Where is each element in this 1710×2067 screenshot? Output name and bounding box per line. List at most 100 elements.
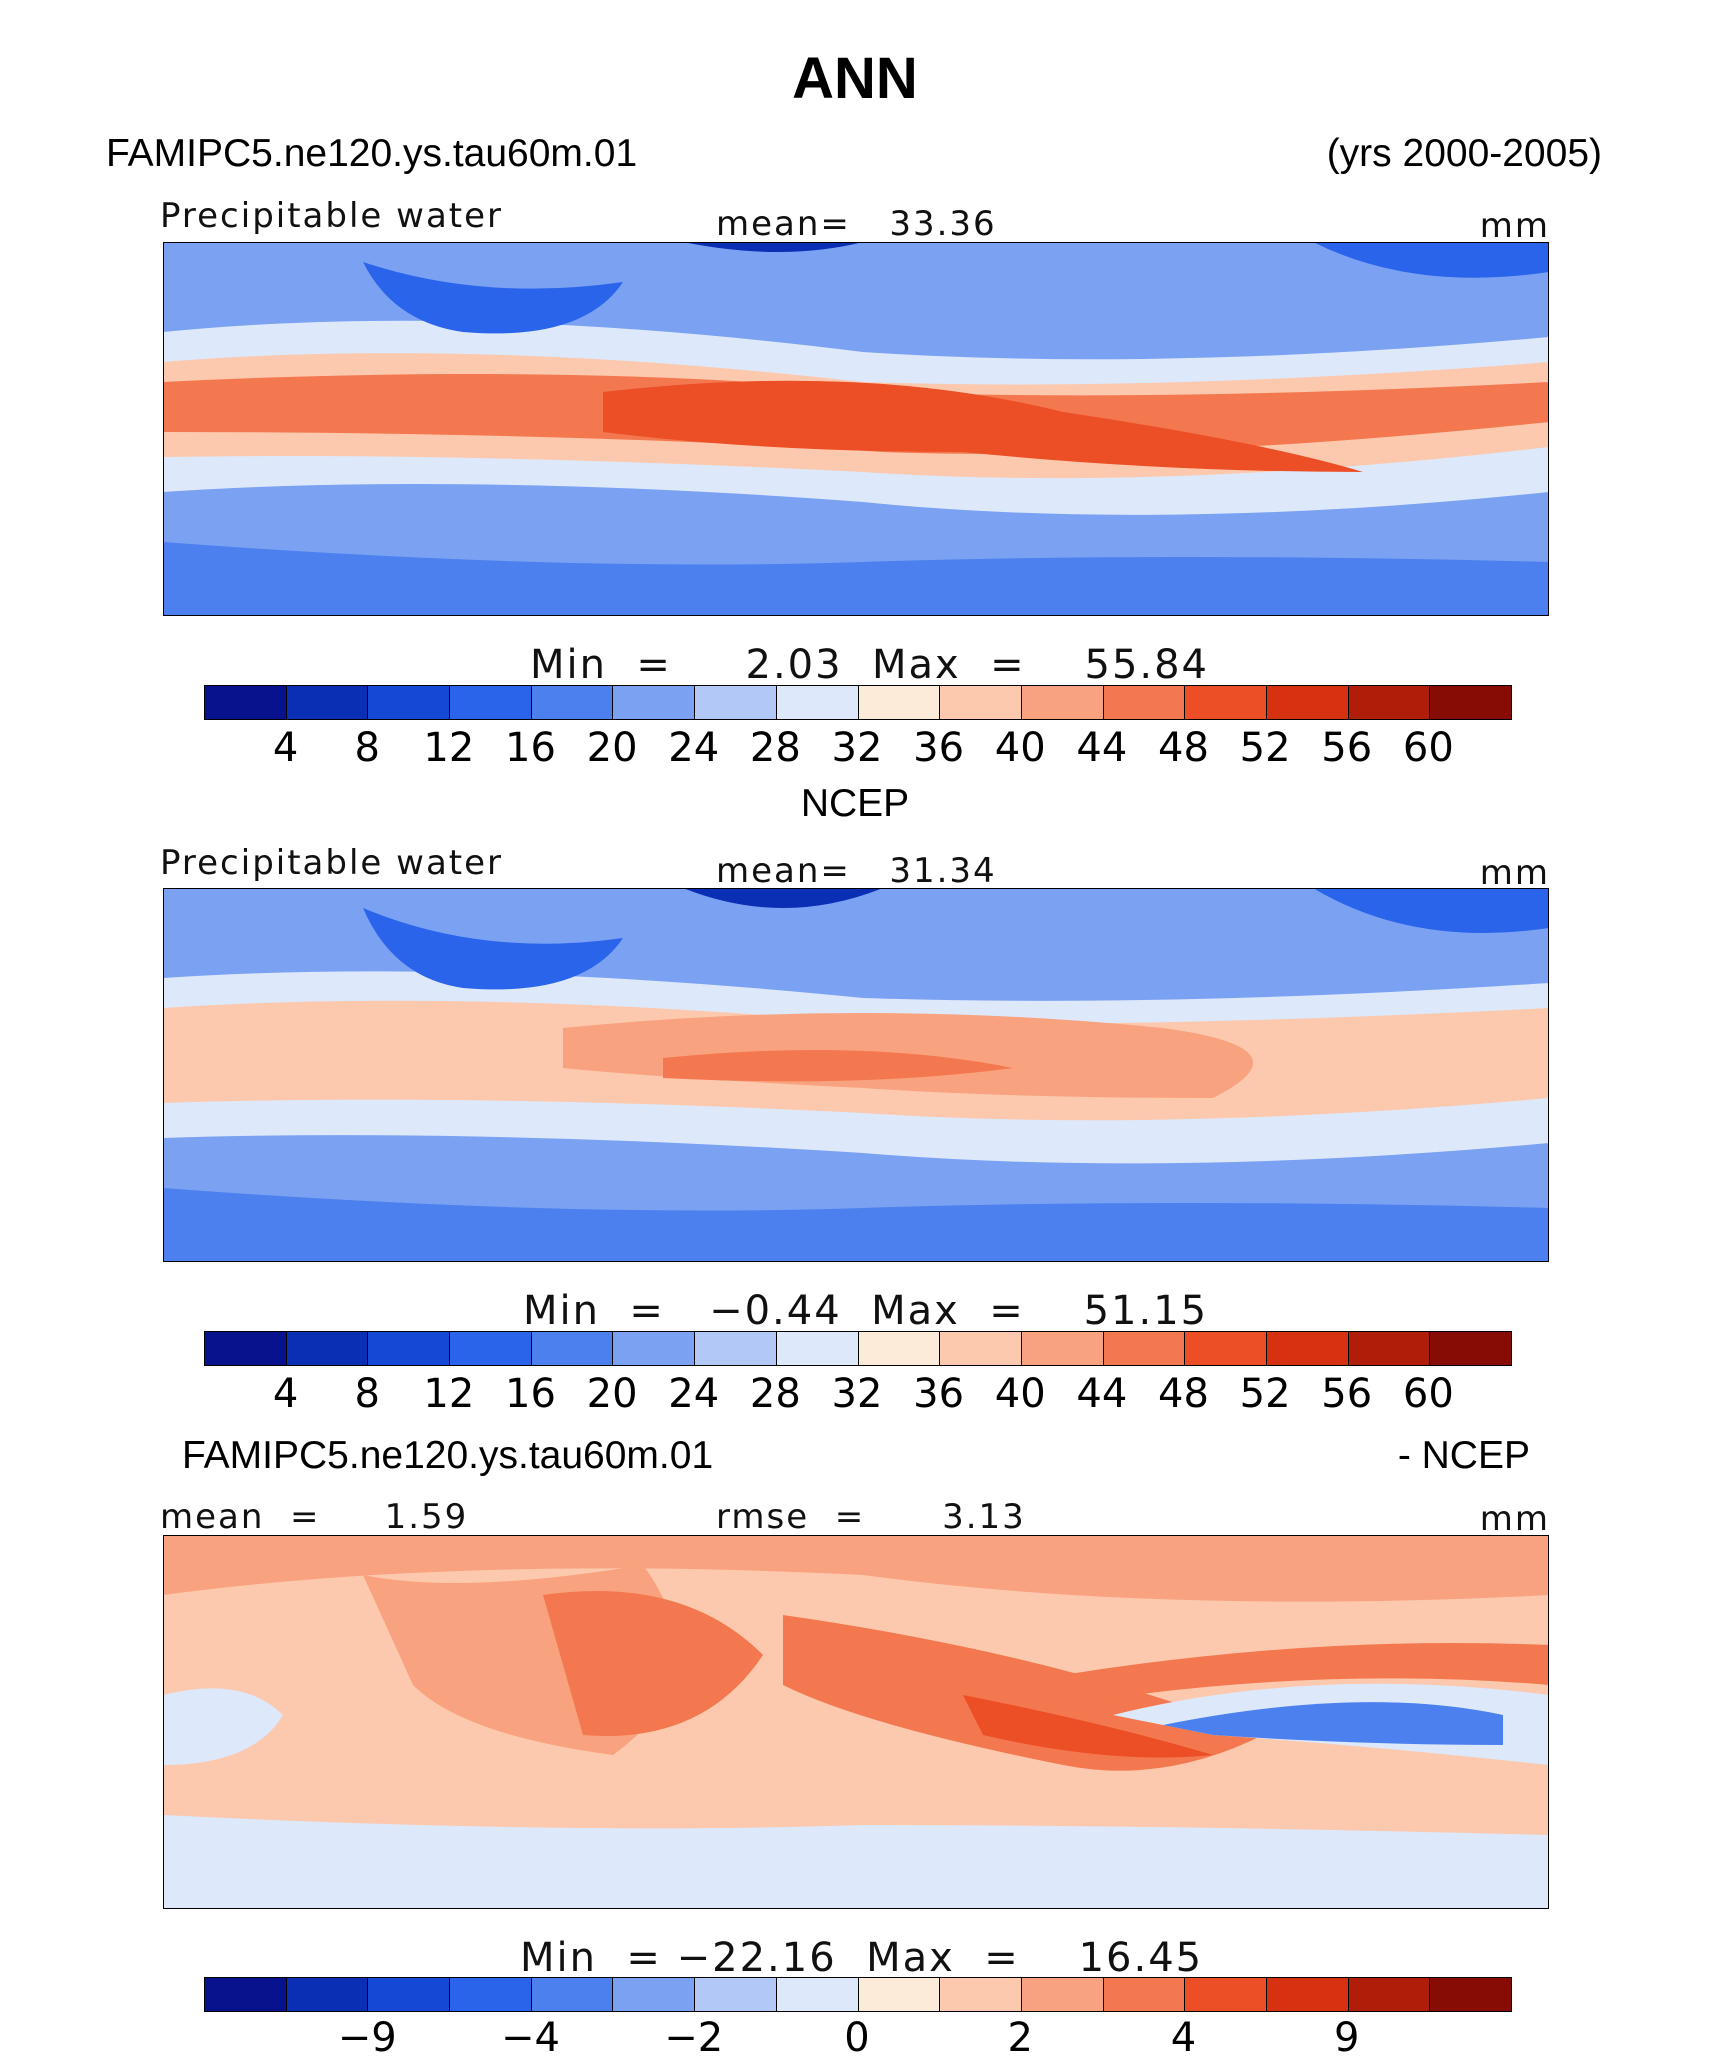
tick-label: 36 [913,725,965,771]
tick-label: 52 [1239,1371,1291,1417]
tick-label: 4 [272,725,299,771]
tick-label: 28 [749,725,801,771]
colorbar-swatch [940,1332,1022,1365]
colorbar-swatch [695,1978,777,2011]
colorbar-swatch [613,1978,696,2011]
panel3-units: mm [1479,1499,1550,1539]
panel1-variable: Precipitable water [160,196,504,236]
colorbar-swatch [368,1332,451,1365]
colorbar-swatch [776,1332,859,1365]
tick-label: 24 [668,725,720,771]
colorbar-swatch [531,686,614,719]
panel2-colorbar [204,1331,1512,1366]
tick-label: 48 [1158,1371,1209,1417]
panel3-rmse: rmse = 3.13 [716,1497,1026,1537]
colorbar-swatch [776,686,859,719]
tick-label: 40 [994,1371,1046,1417]
colorbar-swatch [286,1978,369,2011]
colorbar-swatch [1103,1332,1186,1365]
colorbar-swatch [1021,1978,1104,2011]
colorbar-swatch [1266,1978,1349,2011]
tick-label: 20 [586,1371,638,1417]
tick-label: 2 [1007,2015,1033,2061]
tick-label: 20 [586,725,638,771]
colorbar-swatch [1185,1978,1267,2011]
panel2-map [163,888,1549,1262]
tick-label: 16 [505,725,556,771]
panel1-min-max: Min = 2.03 Max = 55.84 [530,642,1209,688]
tick-label: −4 [501,2015,560,2061]
panel3-min-max: Min = −22.16 Max = 16.45 [520,1935,1204,1981]
tick-label: 32 [831,1371,883,1417]
tick-label: 9 [1334,2015,1360,2061]
colorbar-swatch [531,1978,614,2011]
panel3-title-left: FAMIPC5.ne120.ys.tau60m.01 [182,1434,714,1477]
colorbar-swatch [1185,1332,1267,1365]
panel2-mean: mean= 31.34 [716,851,997,891]
colorbar-swatch [1103,1978,1186,2011]
colorbar-swatch [205,686,287,719]
tick-label: 40 [994,725,1046,771]
tick-label: 12 [423,725,475,771]
colorbar-swatch [858,1978,941,2011]
tick-label: 56 [1321,725,1373,771]
colorbar-swatch [450,686,532,719]
tick-label: 24 [668,1371,720,1417]
colorbar-swatch [1266,1332,1349,1365]
panel2-title: NCEP [800,782,910,825]
colorbar-swatch [286,1332,369,1365]
colorbar-swatch [205,1332,287,1365]
panel2-colorbar-ticks: 4 8 12 16 20 24 28 32 36 40 44 48 52 56 60 [204,1374,1510,1414]
colorbar-swatch [450,1332,532,1365]
tick-label: 60 [1402,1371,1454,1417]
colorbar-swatch [613,1332,696,1365]
colorbar-swatch [1348,686,1431,719]
panel3-map [163,1535,1549,1909]
colorbar-swatch [776,1978,859,2011]
colorbar-swatch [1021,686,1104,719]
colorbar-swatch [1103,686,1186,719]
colorbar-swatch [1021,1332,1104,1365]
panel1-map [163,242,1549,616]
colorbar-swatch [1430,1978,1511,2011]
colorbar-swatch [695,686,777,719]
panel1-years: (yrs 2000-2005) [1326,132,1602,175]
tick-label: 44 [1076,725,1128,771]
tick-label: 52 [1239,725,1291,771]
tick-label: −2 [664,2015,724,2061]
panel1-mean: mean= 33.36 [716,204,997,244]
tick-label: 44 [1076,1371,1128,1417]
panel3-colorbar-ticks: −9 −4 −2 0 2 4 9 [204,2018,1510,2058]
tick-label: 28 [749,1371,801,1417]
colorbar-swatch [368,686,451,719]
colorbar-swatch [695,1332,777,1365]
page-title: ANN [792,46,918,111]
panel1-colorbar-ticks: 4 8 12 16 20 24 28 32 36 40 44 48 52 56 60 [204,728,1510,768]
colorbar-swatch [531,1332,614,1365]
panel1-colorbar [204,685,1512,720]
colorbar-swatch [613,686,696,719]
panel1-units: mm [1479,206,1550,246]
colorbar-swatch [1185,686,1267,719]
tick-label: 8 [354,725,380,771]
colorbar-swatch [1348,1332,1431,1365]
tick-label: 4 [1170,2015,1197,2061]
colorbar-swatch [858,686,941,719]
colorbar-swatch [1430,1332,1511,1365]
colorbar-swatch [1266,686,1349,719]
colorbar-swatch [940,1978,1022,2011]
tick-label: 36 [913,1371,965,1417]
panel2-variable: Precipitable water [160,843,504,883]
tick-label: 4 [272,1371,299,1417]
tick-label: 12 [423,1371,475,1417]
tick-label: 60 [1402,725,1454,771]
colorbar-swatch [1430,686,1511,719]
colorbar-swatch [205,1978,287,2011]
tick-label: 56 [1321,1371,1373,1417]
colorbar-swatch [368,1978,451,2011]
panel3-mean: mean = 1.59 [160,1497,469,1537]
panel1-case-name: FAMIPC5.ne120.ys.tau60m.01 [106,132,638,175]
colorbar-swatch [1348,1978,1431,2011]
tick-label: 32 [831,725,883,771]
colorbar-swatch [286,686,369,719]
